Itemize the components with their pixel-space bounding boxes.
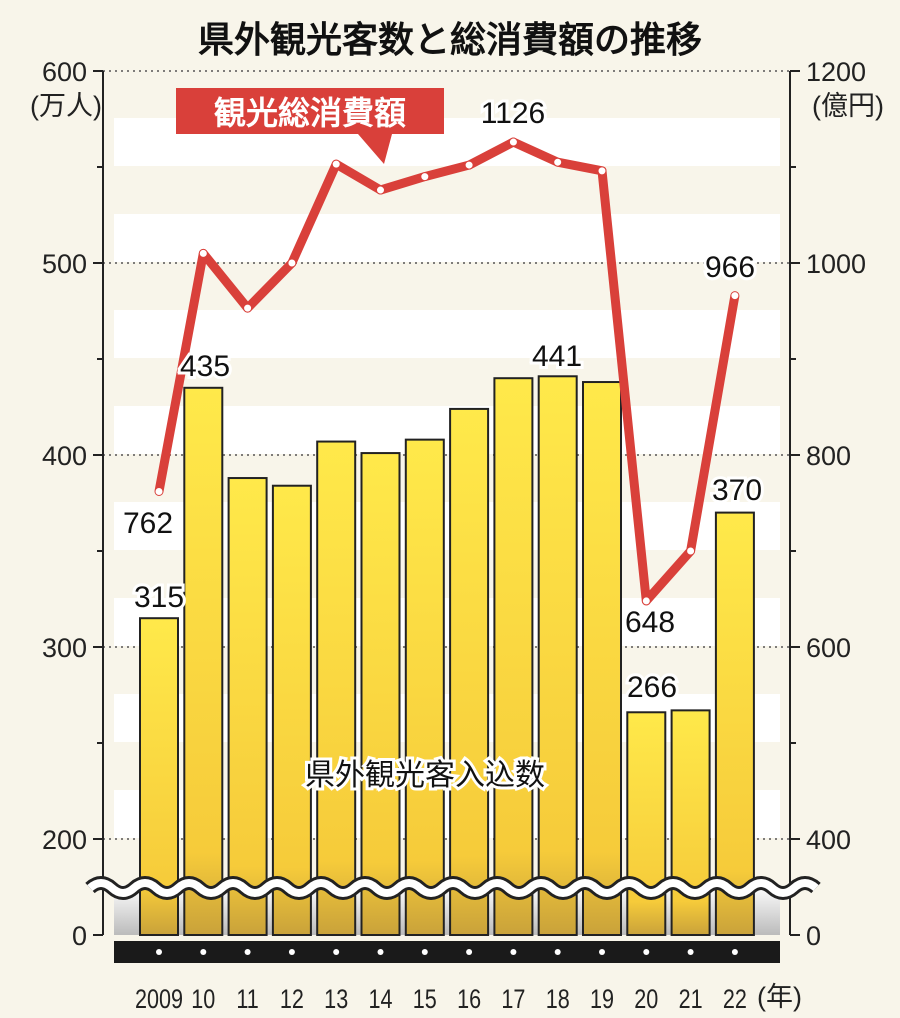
x-tick-label: 2009 bbox=[135, 985, 183, 1015]
background-stripe bbox=[114, 790, 780, 838]
line-point-17 bbox=[508, 137, 518, 147]
bar-20 bbox=[626, 711, 667, 937]
bar-data-label: 435 bbox=[180, 350, 230, 383]
line-point-13 bbox=[331, 159, 341, 169]
x-tick-dot bbox=[377, 949, 384, 955]
bar-13 bbox=[316, 440, 357, 936]
x-tick-dot bbox=[554, 949, 561, 955]
line-point-11 bbox=[243, 303, 253, 313]
bar-21 bbox=[670, 709, 711, 936]
bar-18 bbox=[537, 375, 578, 936]
x-tick-label: 15 bbox=[413, 985, 437, 1015]
x-tick-label: 17 bbox=[501, 985, 525, 1015]
left-tick-label: 500 bbox=[42, 249, 87, 279]
background-stripe bbox=[114, 502, 780, 550]
line-point-10 bbox=[198, 248, 208, 258]
line-point-16 bbox=[464, 160, 474, 170]
x-tick-dot bbox=[466, 949, 473, 955]
x-tick-label: 16 bbox=[457, 985, 481, 1015]
background-stripe bbox=[114, 694, 780, 742]
x-tick-dot bbox=[244, 949, 251, 955]
bar-data-label: 441 bbox=[532, 340, 582, 373]
bar-12 bbox=[271, 484, 312, 936]
line-point-19 bbox=[597, 166, 607, 176]
line-point-18 bbox=[553, 157, 563, 167]
right-tick-label: 400 bbox=[806, 825, 851, 855]
x-tick-dot bbox=[643, 949, 650, 955]
left-tick-label: 200 bbox=[42, 825, 87, 855]
line-point-14 bbox=[376, 185, 385, 195]
x-tick-label: 13 bbox=[324, 985, 348, 1015]
bar-11 bbox=[227, 477, 268, 936]
right-tick-label: 1200 bbox=[806, 57, 866, 87]
x-tick-dot bbox=[333, 949, 340, 955]
x-tick-label: 10 bbox=[191, 985, 215, 1015]
bar-14 bbox=[360, 452, 401, 936]
line-point-20 bbox=[641, 596, 651, 606]
bar-16 bbox=[449, 407, 490, 937]
x-tick-label: 20 bbox=[634, 985, 658, 1015]
axis-break bbox=[87, 879, 819, 897]
line-point-12 bbox=[287, 258, 297, 268]
right-tick-label: 600 bbox=[806, 633, 851, 663]
line-point-22 bbox=[730, 291, 740, 301]
line-point-15 bbox=[420, 172, 430, 182]
bar-data-label: 315 bbox=[134, 581, 184, 614]
right-tick-label: 1000 bbox=[806, 249, 866, 279]
bar-22 bbox=[714, 511, 755, 936]
x-tick-label: 18 bbox=[546, 985, 570, 1015]
line-data-label: 648 bbox=[625, 606, 675, 639]
x-tick-label: 11 bbox=[236, 985, 258, 1015]
x-tick-label: 12 bbox=[280, 985, 304, 1015]
bar-data-label: 370 bbox=[712, 474, 762, 507]
x-tick-dot bbox=[687, 949, 694, 955]
x-tick-dot bbox=[731, 949, 738, 955]
x-axis-band bbox=[114, 941, 780, 963]
background-stripe bbox=[114, 214, 780, 262]
x-tick-dot bbox=[421, 949, 428, 955]
line-point-2009 bbox=[154, 486, 164, 496]
x-tick-dot bbox=[599, 949, 605, 955]
x-tick-label: 22 bbox=[723, 985, 747, 1015]
line-legend-label: 観光総消費額 bbox=[214, 94, 406, 132]
left-tick-label: 300 bbox=[42, 633, 87, 663]
bar-15 bbox=[404, 438, 445, 936]
x-tick-dot bbox=[200, 949, 207, 955]
left-tick-label: 400 bbox=[42, 441, 87, 471]
x-tick-dot bbox=[288, 949, 295, 955]
x-axis-unit: (年) bbox=[757, 982, 802, 1012]
line-data-label: 762 bbox=[123, 507, 173, 540]
bar-data-label: 266 bbox=[627, 671, 677, 704]
line-point-21 bbox=[686, 546, 696, 556]
bar-17 bbox=[493, 377, 534, 936]
right-tick-label: 800 bbox=[806, 441, 851, 471]
bar-10 bbox=[183, 386, 224, 936]
chart-title: 県外観光客数と総消費額の推移 bbox=[198, 20, 702, 61]
right-tick-label: 0 bbox=[806, 921, 821, 951]
line-legend-callout bbox=[176, 88, 444, 164]
x-tick-label: 14 bbox=[368, 985, 392, 1015]
right-axis-unit: (億円) bbox=[812, 91, 884, 121]
bar-19 bbox=[582, 381, 622, 937]
left-axis-unit: (万人) bbox=[30, 91, 102, 121]
background-stripe bbox=[114, 310, 780, 358]
line-data-label: 966 bbox=[705, 251, 755, 284]
x-tick-label: 19 bbox=[590, 985, 614, 1015]
left-tick-label: 0 bbox=[72, 921, 87, 951]
background-stripe bbox=[114, 406, 780, 454]
background-stripe bbox=[114, 598, 780, 646]
bar-legend-label: 県外観光客入込数 bbox=[305, 759, 545, 792]
line-series bbox=[154, 137, 740, 606]
x-tick-label: 21 bbox=[679, 985, 703, 1015]
line-data-label: 1126 bbox=[481, 97, 546, 130]
x-tick-dot bbox=[156, 949, 162, 955]
left-tick-label: 600 bbox=[42, 57, 87, 87]
x-tick-dot bbox=[510, 949, 517, 955]
